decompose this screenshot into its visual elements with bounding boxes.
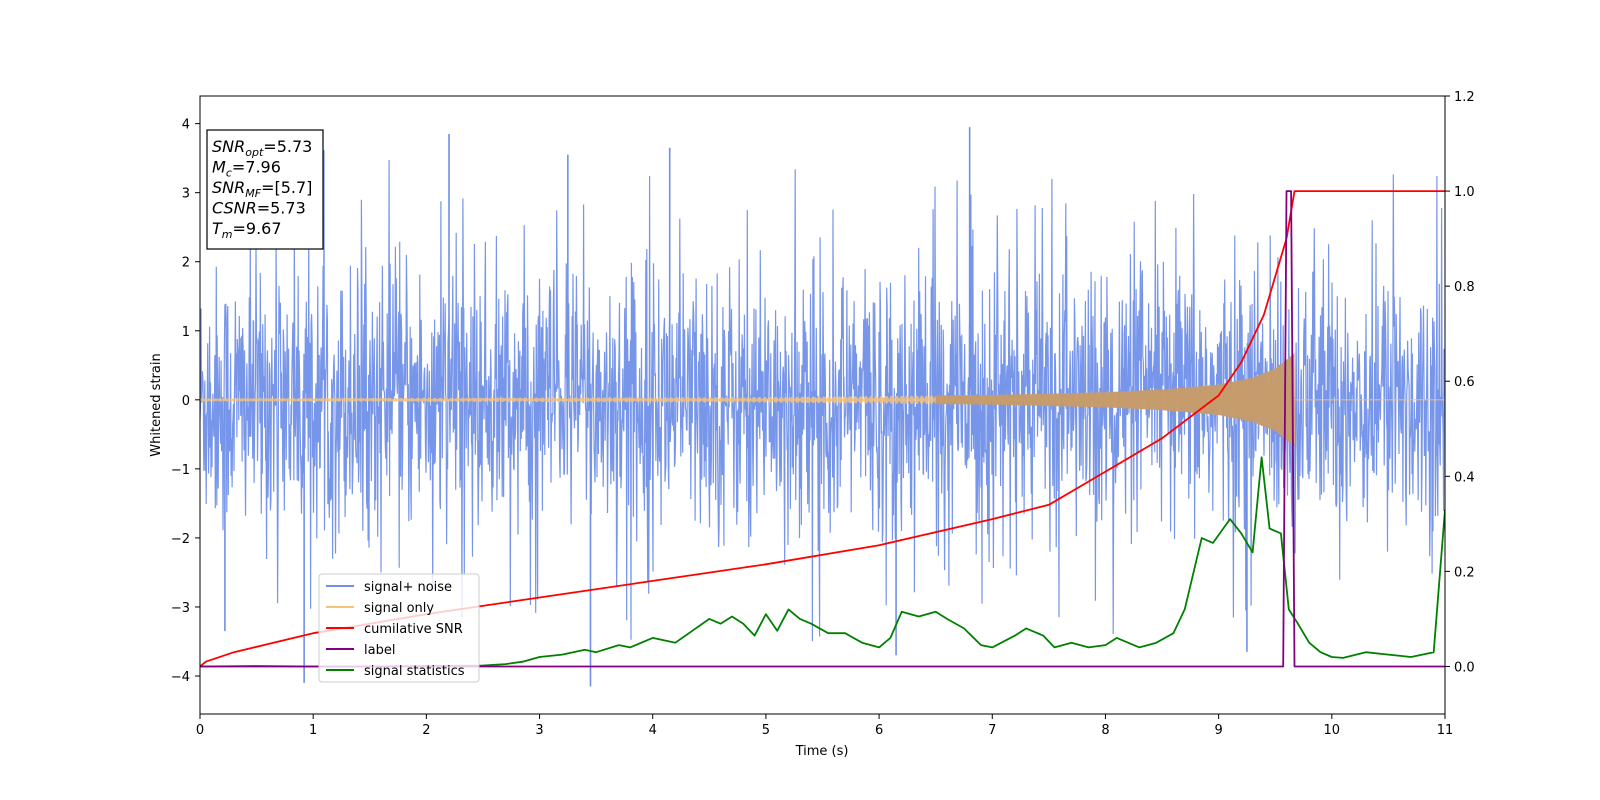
y-left-tick-label: −4 <box>171 670 190 685</box>
legend-label: label <box>364 643 395 658</box>
y-left-tick-label: 1 <box>182 325 190 340</box>
x-tick-label: 10 <box>1324 723 1341 738</box>
x-tick-label: 6 <box>875 723 883 738</box>
legend-frame <box>318 573 480 683</box>
y-right-tick-label: 0.4 <box>1454 470 1475 485</box>
y-axis-right: 0.0 0.2 0.4 0.6 0.8 1.0 1.2 <box>1445 90 1475 675</box>
y-right-tick-label: 0.0 <box>1454 660 1475 675</box>
legend-label: signal statistics <box>364 664 465 679</box>
signal-statistics-line <box>200 456 1445 668</box>
y-left-tick-label: 4 <box>182 118 190 133</box>
x-axis: 0 1 2 3 4 5 6 7 8 9 10 11 <box>196 714 1453 738</box>
legend-label: cumilative SNR <box>364 622 463 637</box>
y-left-tick-label: 0 <box>182 394 190 409</box>
y-left-tick-label: −2 <box>171 532 190 547</box>
signal-statistics-series <box>200 456 1445 668</box>
y-right-tick-label: 0.8 <box>1454 280 1475 295</box>
signal-only-series <box>200 352 1445 447</box>
y-right-tick-label: 1.2 <box>1454 90 1475 105</box>
label-series <box>200 190 1445 668</box>
y-right-tick-label: 0.2 <box>1454 565 1475 580</box>
x-tick-label: 1 <box>309 723 317 738</box>
x-tick-label: 5 <box>762 723 770 738</box>
annotation-line: SNRopt=5.73 <box>212 137 312 159</box>
annotation-line: Tm=9.67 <box>212 219 282 241</box>
x-tick-label: 4 <box>649 723 657 738</box>
annotation-line: SNRMF=[5.7] <box>212 178 312 200</box>
x-tick-label: 11 <box>1437 723 1454 738</box>
y-left-tick-label: 2 <box>182 256 190 271</box>
annotation-line: CSNR=5.73 <box>212 199 306 218</box>
legend-label: signal+ noise <box>364 580 452 595</box>
legend-label: signal only <box>364 601 434 616</box>
x-tick-label: 8 <box>1101 723 1109 738</box>
x-axis-label: Time (s) <box>795 744 849 759</box>
x-tick-label: 7 <box>988 723 996 738</box>
plot-frame <box>199 95 1446 715</box>
annotation-line: Mc=7.96 <box>212 158 281 180</box>
y-right-tick-label: 1.0 <box>1454 185 1475 200</box>
y-left-tick-label: −3 <box>171 601 190 616</box>
x-tick-label: 9 <box>1214 723 1222 738</box>
label-line <box>200 190 1445 668</box>
y-left-tick-label: −1 <box>171 463 190 478</box>
y-axis-left: −4 −3 −2 −1 0 1 2 3 4 <box>171 118 200 685</box>
chirp-envelope <box>935 352 1295 447</box>
y-axis-label: Whitened strain <box>149 353 164 456</box>
y-right-tick-label: 0.6 <box>1454 375 1475 390</box>
x-tick-label: 0 <box>196 723 204 738</box>
legend: signal+ noise signal only cumilative SNR la… <box>318 573 480 683</box>
y-left-tick-label: 3 <box>182 187 190 202</box>
annotation-frame <box>206 129 324 250</box>
x-tick-label: 3 <box>535 723 543 738</box>
annotation-box: SNRopt=5.73Mc=7.96SNRMF=[5.7]CSNR=5.73Tm… <box>206 129 324 250</box>
x-tick-label: 2 <box>422 723 430 738</box>
